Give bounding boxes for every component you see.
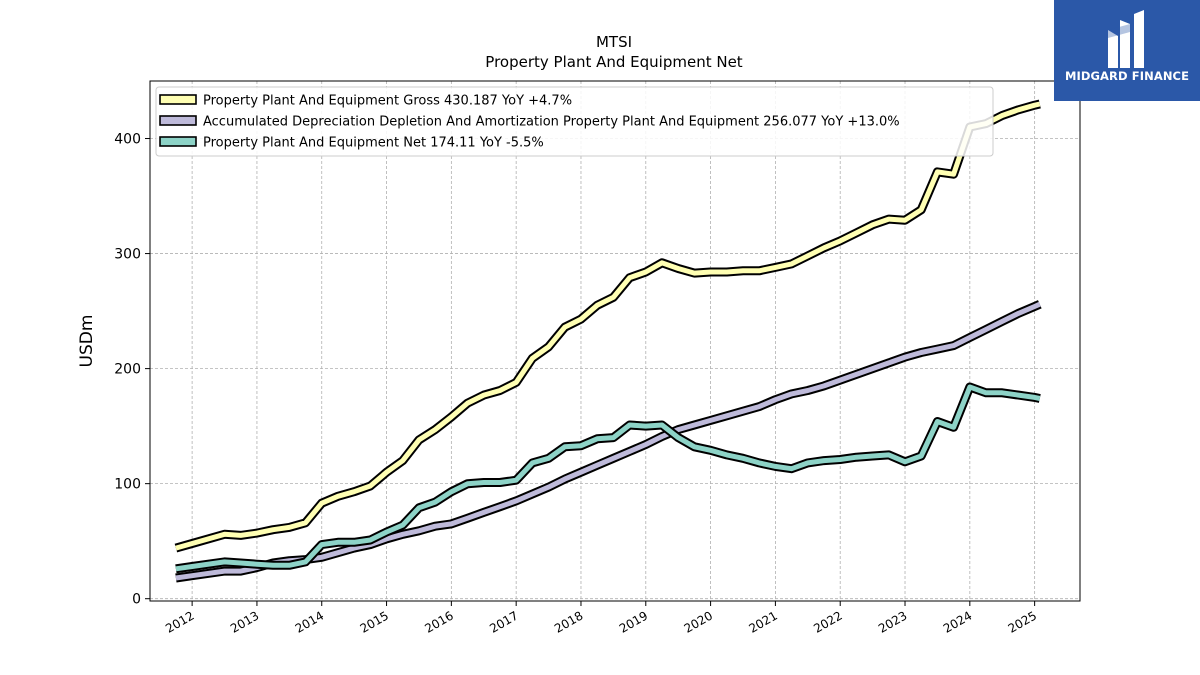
y-tick-label: 400 xyxy=(114,132,141,148)
series-line-2 xyxy=(175,384,1041,572)
legend-swatch-2 xyxy=(159,136,197,147)
y-tick-label: 200 xyxy=(114,362,141,378)
legend-entry-0: Property Plant And Equipment Gross 430.1… xyxy=(203,94,572,109)
legend-entry-2: Property Plant And Equipment Net 174.11 … xyxy=(203,136,544,151)
y-axis-label: USDm xyxy=(77,315,97,368)
logo-mark-icon xyxy=(1108,10,1144,68)
midgard-finance-logo: MIDGARD FINANCE xyxy=(1054,0,1200,101)
series-line-1 xyxy=(175,301,1041,581)
y-axis: 0 100 200 300 400 xyxy=(114,132,150,608)
plot-frame xyxy=(149,80,1081,602)
y-tick-label: 300 xyxy=(114,247,141,263)
y-tick-label: 100 xyxy=(114,477,141,493)
series-line-0 xyxy=(175,101,1041,551)
legend-swatch-0 xyxy=(159,94,197,105)
logo-text: MIDGARD FINANCE xyxy=(1064,69,1190,83)
chart-subtitle: Property Plant And Equipment Net xyxy=(485,53,742,71)
y-tick-label: 0 xyxy=(132,592,141,608)
legend-swatch-1 xyxy=(159,115,197,126)
legend-entry-1: Accumulated Depreciation Depletion And A… xyxy=(203,115,900,130)
legend-box xyxy=(155,86,994,157)
legend: Property Plant And Equipment Gross 430.1… xyxy=(155,86,994,157)
series-lines xyxy=(174,99,1042,583)
chart-title: MTSI xyxy=(596,33,632,51)
